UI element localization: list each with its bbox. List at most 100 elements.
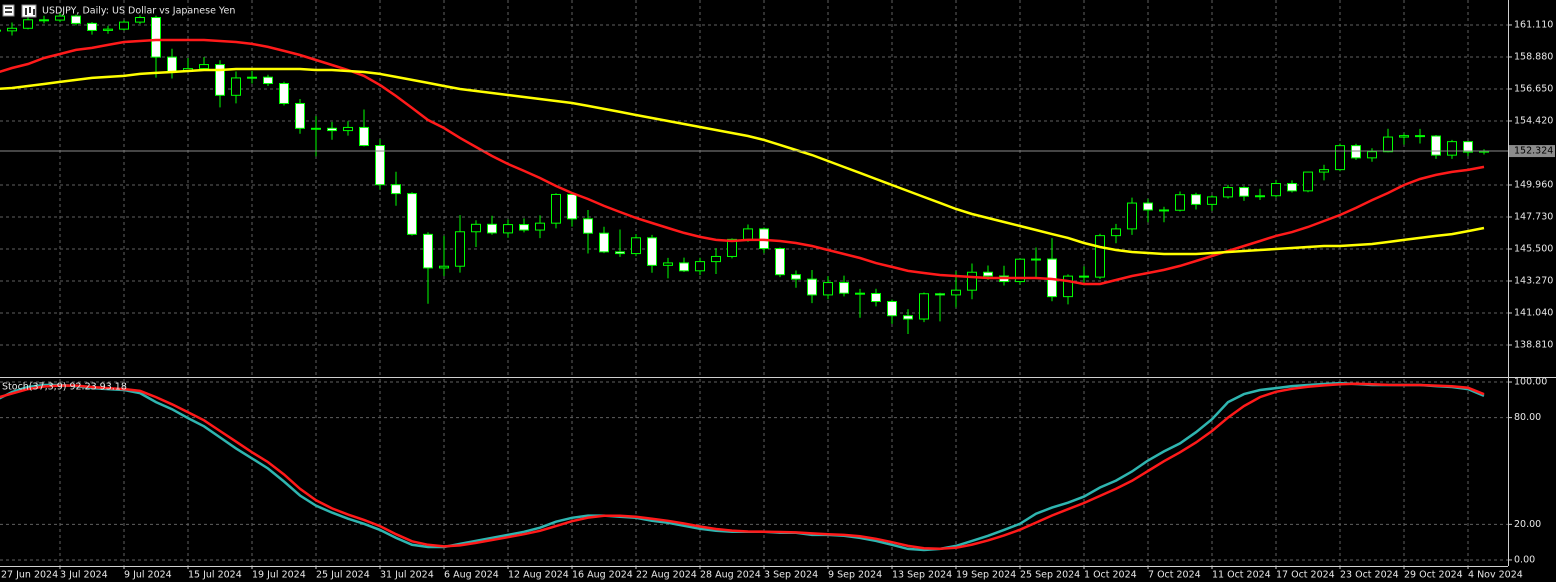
candle-body	[1383, 136, 1393, 153]
candle-body	[279, 83, 289, 104]
candle-body	[231, 77, 241, 96]
candle-body	[1431, 135, 1441, 156]
y-tick-label: 161.110	[1514, 19, 1553, 30]
candle-body	[263, 76, 273, 85]
candle-body	[1207, 196, 1217, 205]
candle-body	[39, 19, 49, 22]
y-tick-label: 0.00	[1514, 554, 1535, 565]
candle-body	[711, 255, 721, 263]
candle-body	[567, 193, 577, 220]
last-price-label: 152.324	[1514, 146, 1553, 157]
stochastic-line	[0, 382, 1485, 550]
icon	[5, 7, 12, 9]
y-tick-label: 80.00	[1514, 412, 1541, 423]
candle-body	[1255, 195, 1265, 198]
header: USDJPY, Daily: US Dollar vs Japanese Yen…	[2, 4, 235, 393]
x-tick-label: 25 Jul 2024	[316, 570, 370, 581]
x-tick-label: 9 Sep 2024	[828, 570, 882, 581]
x-tick-label: 15 Jul 2024	[188, 570, 242, 581]
candle-body	[1399, 135, 1409, 138]
x-tick-label: 19 Sep 2024	[956, 570, 1016, 581]
x-tick-label: 22 Aug 2024	[636, 570, 697, 581]
candle-body	[1367, 151, 1377, 159]
candle-body	[1303, 171, 1313, 192]
candle-body	[1415, 135, 1425, 138]
chart-title: USDJPY, Daily: US Dollar vs Japanese Yen	[42, 6, 235, 17]
x-tick-label: 19 Jul 2024	[252, 570, 306, 581]
y-tick-label: 145.500	[1514, 243, 1553, 254]
moving-average	[0, 38, 1485, 286]
candle-body	[1111, 228, 1121, 237]
x-tick-label: 28 Aug 2024	[700, 570, 761, 581]
moving-average	[0, 67, 1485, 256]
x-tick-label: 25 Sep 2024	[1020, 570, 1080, 581]
x-tick-label: 1 Oct 2024	[1084, 570, 1137, 581]
candle-body	[167, 56, 177, 72]
x-tick-label: 31 Jul 2024	[380, 570, 434, 581]
x-tick-label: 23 Oct 2024	[1340, 570, 1399, 581]
x-tick-label: 3 Sep 2024	[764, 570, 818, 581]
icon	[29, 7, 31, 13]
candle-body	[1447, 141, 1457, 156]
candle-body	[359, 126, 369, 147]
candle-body	[1143, 202, 1153, 211]
candle-body	[1127, 202, 1137, 230]
x-tick-label: 7 Oct 2024	[1148, 570, 1201, 581]
candle-body	[935, 293, 945, 296]
candle-body	[471, 223, 481, 233]
candle-body	[23, 19, 33, 29]
candle-body	[55, 15, 65, 21]
icon	[2, 4, 15, 17]
candle-body	[807, 278, 817, 296]
candle-body	[503, 224, 513, 234]
candle-body	[71, 15, 81, 24]
y-tick-label: 141.040	[1514, 307, 1553, 318]
y-tick-label: 158.880	[1514, 51, 1553, 62]
grid	[0, 0, 1508, 566]
candle-body	[1015, 258, 1025, 283]
candle-body	[871, 292, 881, 303]
candle-body	[519, 224, 529, 231]
candle-body	[951, 289, 961, 296]
candle-body	[727, 238, 737, 257]
candle-body	[199, 64, 209, 70]
candle-body	[1463, 141, 1473, 153]
x-tick-label: 29 Oct 2024	[1404, 570, 1463, 581]
y-tick-label: 147.730	[1514, 211, 1553, 222]
icon	[25, 8, 27, 15]
candle-body	[215, 64, 225, 96]
candle-body	[551, 193, 561, 224]
candle-body	[487, 223, 497, 234]
x-tick-label: 13 Sep 2024	[892, 570, 952, 581]
candle-body	[775, 248, 785, 276]
candle-body	[1223, 187, 1233, 198]
stochastic-pane	[0, 381, 1485, 552]
candle-body	[583, 218, 593, 234]
candle-body	[535, 222, 545, 231]
candle-body	[1095, 235, 1105, 278]
candle-body	[1031, 258, 1041, 261]
candle-body	[391, 184, 401, 195]
x-tick-label: 27 Jun 2024	[1, 570, 58, 581]
candle-body	[295, 102, 305, 129]
icon	[33, 9, 35, 15]
candle-body	[423, 233, 433, 269]
candle-body	[983, 271, 993, 277]
candle-body	[823, 282, 833, 296]
y-tick-label: 143.270	[1514, 275, 1553, 286]
stochastic-line	[0, 381, 1485, 552]
candle-body	[599, 232, 609, 253]
candle-body	[791, 274, 801, 280]
candle-body	[887, 301, 897, 317]
candle-body	[135, 17, 145, 23]
y-tick-label: 149.960	[1514, 179, 1553, 190]
y-tick-label: 154.420	[1514, 115, 1553, 126]
candle-body	[327, 127, 337, 132]
price-pane	[0, 12, 1508, 334]
candle-body	[1239, 187, 1249, 197]
candle-body	[1335, 145, 1345, 171]
candle-body	[663, 262, 673, 266]
